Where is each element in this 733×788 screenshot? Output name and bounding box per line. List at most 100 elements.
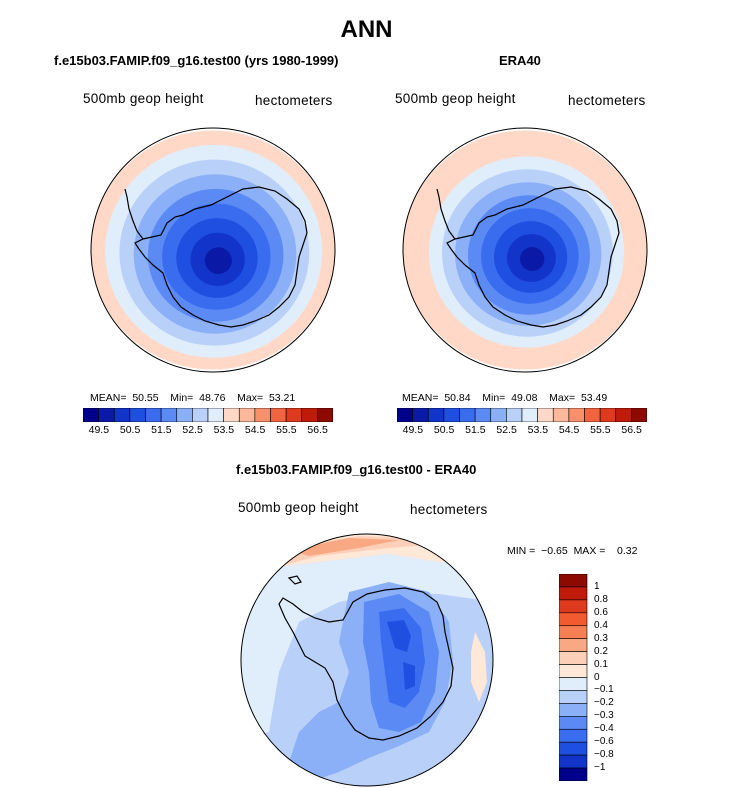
panel1-title: f.e15b03.FAMIP.f09_g16.test00 (yrs 1980-… <box>54 53 339 68</box>
panel2-max-value: 53.49 <box>580 392 608 404</box>
colorbar-swatch <box>559 690 588 704</box>
colorbar-swatch <box>192 408 209 422</box>
diff-zone-pos2 <box>259 536 439 566</box>
colorbar-swatch <box>270 408 287 422</box>
colorbar-tick-label: −0.4 <box>594 723 614 735</box>
colorbar-tick-label: 53.5 <box>213 424 235 436</box>
panel2-right-label: hectometers <box>568 93 646 108</box>
colorbar-swatch <box>584 408 601 422</box>
panel2-mean-value: 50.84 <box>444 392 471 404</box>
colorbar-tick-label: 54.5 <box>558 424 580 436</box>
panel2-mean-label: MEAN= <box>402 392 439 404</box>
panel3-map <box>240 533 494 787</box>
panel3-min-label: MIN = <box>507 545 536 557</box>
colorbar-swatch <box>537 408 554 422</box>
panel1-min-value: 48.76 <box>199 392 226 404</box>
colorbar-swatch <box>83 408 99 422</box>
diff-zone-pos-right <box>471 632 487 702</box>
antarctic-peninsula <box>124 188 144 240</box>
panel1-left-label: 500mb geop height <box>83 91 204 106</box>
colorbar-swatch <box>506 408 523 422</box>
colorbar-swatch <box>397 408 413 422</box>
panel1-mean-label: MEAN= <box>90 392 127 404</box>
colorbar-tick-label: 49.5 <box>88 424 110 436</box>
colorbar-tick-label: 49.5 <box>402 424 424 436</box>
panel3-colorbar-ticks: 1 0.8 0.6 0.4 0.3 0.2 0.1 0 −0.1 −0.2 −0.3 −0.4 −0.6… <box>594 574 634 781</box>
colorbar-tick-label: 51.5 <box>151 424 172 436</box>
panel2-title: ERA40 <box>499 53 541 68</box>
panel1-right-label: hectometers <box>255 93 333 108</box>
panel1-mean-value: 50.55 <box>132 392 159 404</box>
colorbar-tick-label: 52.5 <box>182 424 203 436</box>
panel3-colorbar <box>559 574 588 781</box>
colorbar-swatch <box>559 754 588 769</box>
colorbar-swatch <box>474 408 492 422</box>
panel1-min-label: Min= <box>170 392 194 404</box>
colorbar-tick-label: −0.6 <box>594 736 614 748</box>
colorbar-swatch <box>443 408 460 422</box>
colorbar-tick-label: −1 <box>594 762 606 774</box>
panel1-colorbar-ticks: 49.5 50.5 51.5 52.5 53.5 54.5 55.5 56.5 <box>83 424 333 438</box>
colorbar-swatch <box>552 408 570 422</box>
panel1-colorbar <box>83 408 333 422</box>
antarctica-coastline <box>278 587 454 741</box>
antarctica-coastline <box>134 186 308 328</box>
panel2-colorbar <box>397 408 647 422</box>
panel3-title: f.e15b03.FAMIP.f09_g16.test00 - ERA40 <box>236 462 477 477</box>
colorbar-swatch <box>301 408 318 422</box>
colorbar-swatch <box>631 408 647 422</box>
colorbar-swatch <box>254 408 271 422</box>
colorbar-swatch <box>176 408 193 422</box>
panel2-zones <box>403 130 647 370</box>
colorbar-tick-label: 53.5 <box>527 424 549 436</box>
colorbar-swatch <box>559 664 588 678</box>
antarctica-coastline <box>446 186 620 328</box>
figure-title: ANN <box>340 16 393 43</box>
colorbar-swatch <box>559 741 588 756</box>
panel2-map-border <box>402 127 648 373</box>
colorbar-tick-label: 1 <box>594 580 600 592</box>
colorbar-swatch <box>559 728 588 743</box>
colorbar-swatch <box>427 408 445 422</box>
colorbar-tick-label: 56.5 <box>621 424 642 436</box>
colorbar-tick-label: 0.3 <box>594 632 608 644</box>
panel1-max-label: Max= <box>237 392 264 404</box>
colorbar-tick-label: 0.4 <box>594 619 608 631</box>
colorbar-tick-label: −0.2 <box>594 697 614 709</box>
diff-zone-light <box>241 554 493 742</box>
colorbar-swatch <box>98 408 115 422</box>
colorbar-swatch <box>559 574 588 588</box>
colorbar-swatch <box>559 638 588 652</box>
colorbar-swatch <box>459 408 476 422</box>
colorbar-tick-label: −0.3 <box>594 710 614 722</box>
panel2-map <box>402 127 648 373</box>
colorbar-tick-label: 51.5 <box>465 424 486 436</box>
colorbar-tick-label: 50.5 <box>433 424 455 436</box>
panel3-max-label: MAX = <box>573 545 606 557</box>
panel3-left-label: 500mb geop height <box>238 500 359 515</box>
panel3-right-label: hectometers <box>410 502 488 517</box>
panel2-colorbar-ticks: 49.5 50.5 51.5 52.5 53.5 54.5 55.5 56.5 <box>397 424 647 438</box>
colorbar-swatch <box>490 408 507 422</box>
colorbar-swatch <box>559 599 588 614</box>
colorbar-swatch <box>615 408 632 422</box>
colorbar-tick-label: 52.5 <box>496 424 517 436</box>
colorbar-swatch <box>412 408 429 422</box>
colorbar-swatch <box>559 703 588 717</box>
panel2-left-label: 500mb geop height <box>395 91 516 106</box>
colorbar-swatch <box>599 408 617 422</box>
colorbar-tick-label: 55.5 <box>590 424 611 436</box>
panel1-max-value: 53.21 <box>268 392 296 404</box>
colorbar-swatch <box>559 677 588 691</box>
south-america-tip <box>287 575 302 585</box>
colorbar-swatch <box>145 408 162 422</box>
colorbar-swatch <box>238 408 256 422</box>
panel3-map-border <box>240 533 494 787</box>
panel3-min-value: −0.65 <box>541 545 568 557</box>
panel3-field <box>241 534 493 786</box>
zone-8 <box>204 247 232 274</box>
colorbar-tick-label: −0.1 <box>594 684 614 696</box>
colorbar-tick-label: 0.1 <box>594 658 608 670</box>
zone-9 <box>520 247 545 271</box>
colorbar-tick-label: −0.8 <box>594 749 614 761</box>
